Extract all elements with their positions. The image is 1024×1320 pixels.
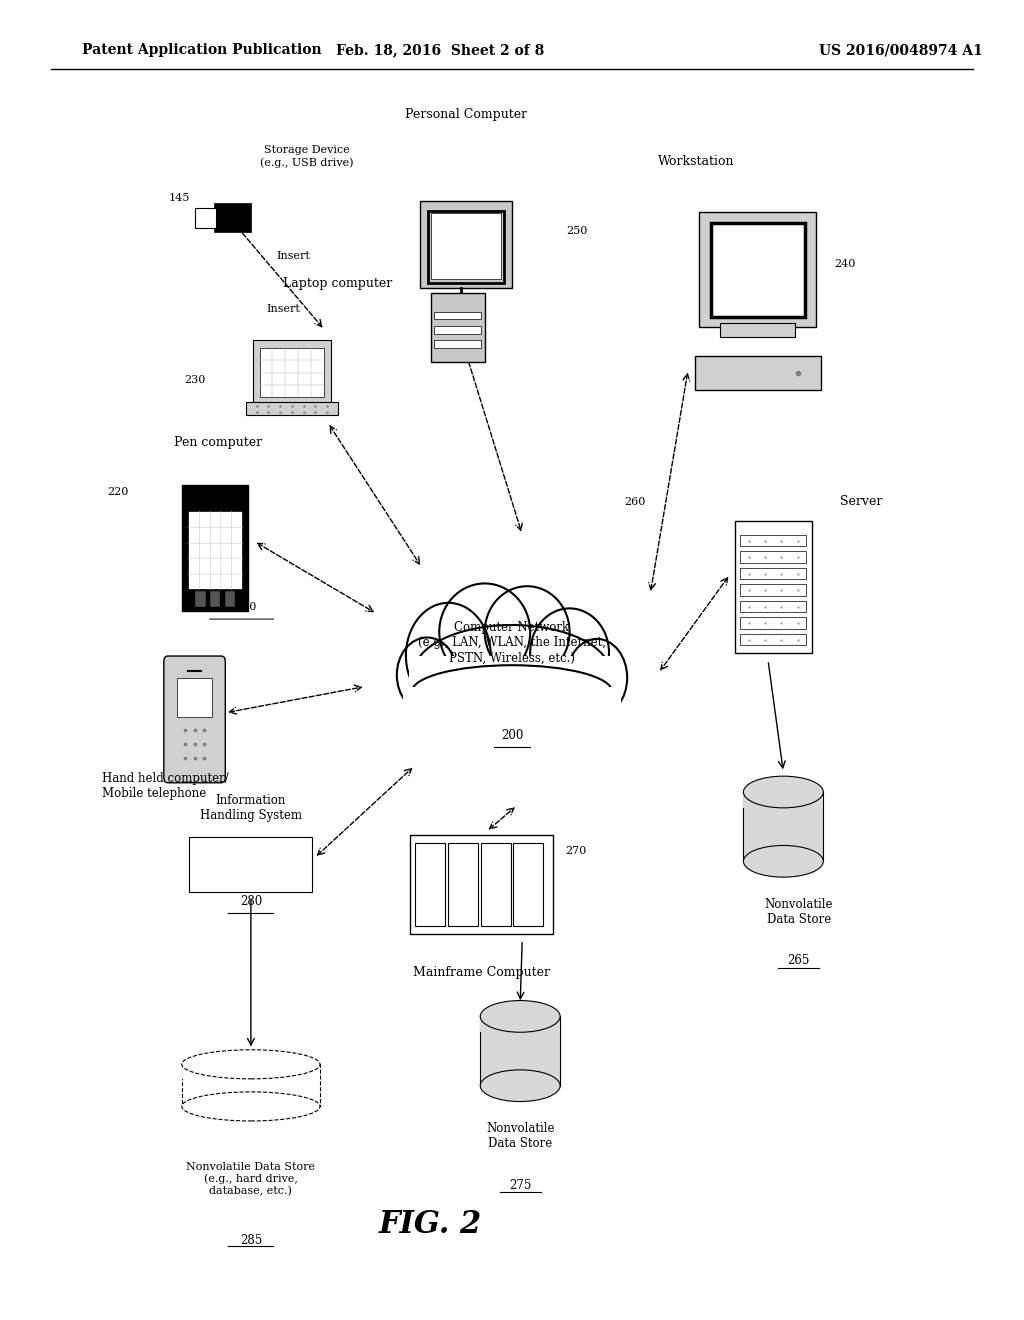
Text: 270: 270: [565, 846, 587, 857]
Text: Nonvolatile
Data Store: Nonvolatile Data Store: [486, 1122, 554, 1150]
Bar: [182, 1064, 319, 1106]
Text: 285: 285: [240, 1234, 262, 1247]
Text: 230: 230: [184, 375, 206, 385]
Text: 200: 200: [501, 729, 523, 742]
Text: Server: Server: [840, 495, 882, 508]
Text: 240: 240: [835, 259, 856, 269]
Ellipse shape: [414, 626, 610, 722]
Bar: [740, 568, 806, 579]
Bar: [189, 837, 312, 892]
Bar: [259, 348, 324, 397]
Bar: [480, 1016, 560, 1085]
Bar: [740, 618, 806, 630]
Ellipse shape: [566, 639, 627, 717]
Bar: [177, 677, 212, 717]
Bar: [711, 223, 805, 317]
Text: Storage Device
(e.g., USB drive): Storage Device (e.g., USB drive): [260, 145, 354, 168]
Ellipse shape: [182, 1049, 319, 1078]
Ellipse shape: [530, 609, 609, 697]
Bar: [434, 326, 481, 334]
Bar: [743, 792, 823, 861]
Bar: [434, 341, 481, 348]
Text: Personal Computer: Personal Computer: [404, 108, 527, 121]
Text: Patent Application Publication: Patent Application Publication: [82, 44, 322, 57]
Bar: [182, 486, 248, 610]
Ellipse shape: [743, 845, 823, 876]
Ellipse shape: [397, 638, 458, 713]
Text: Nonvolatile
Data Store: Nonvolatile Data Store: [765, 898, 833, 925]
Bar: [431, 213, 501, 279]
Text: Workstation: Workstation: [658, 154, 734, 168]
Bar: [434, 312, 481, 319]
Bar: [740, 535, 806, 546]
Bar: [409, 656, 615, 733]
Ellipse shape: [439, 583, 530, 681]
Bar: [740, 552, 806, 562]
Text: 265: 265: [787, 954, 810, 968]
Bar: [694, 356, 821, 391]
Bar: [196, 591, 206, 607]
Text: Feb. 18, 2016  Sheet 2 of 8: Feb. 18, 2016 Sheet 2 of 8: [336, 44, 545, 57]
Ellipse shape: [484, 586, 569, 677]
Bar: [480, 1016, 560, 1032]
Text: 220: 220: [108, 487, 129, 498]
Bar: [195, 207, 216, 228]
Bar: [182, 1064, 319, 1078]
Ellipse shape: [480, 1001, 560, 1032]
Text: US 2016/0048974 A1: US 2016/0048974 A1: [819, 44, 983, 57]
Text: Computer Network
(e.g., LAN, WLAN, the Internet,
PSTN, Wireless, etc.): Computer Network (e.g., LAN, WLAN, the I…: [418, 622, 606, 664]
Ellipse shape: [412, 665, 612, 718]
Bar: [720, 323, 796, 337]
Bar: [210, 591, 220, 607]
Text: Insert: Insert: [266, 304, 300, 314]
Ellipse shape: [182, 1092, 319, 1121]
Bar: [428, 211, 504, 282]
FancyBboxPatch shape: [164, 656, 225, 783]
Text: 275: 275: [509, 1179, 531, 1192]
Bar: [480, 843, 511, 927]
Bar: [735, 521, 811, 653]
Bar: [449, 843, 478, 927]
Bar: [513, 843, 544, 927]
Text: Pen computer: Pen computer: [174, 436, 262, 449]
Text: 145: 145: [169, 193, 190, 203]
Ellipse shape: [406, 603, 490, 708]
Text: Insert: Insert: [276, 251, 310, 261]
Bar: [699, 213, 816, 327]
Text: 210: 210: [236, 602, 257, 612]
Bar: [431, 293, 484, 362]
Bar: [188, 511, 242, 589]
Text: FIG. 2: FIG. 2: [379, 1209, 481, 1241]
Text: 280: 280: [240, 895, 262, 908]
Bar: [740, 601, 806, 612]
Text: 260: 260: [625, 496, 646, 507]
Ellipse shape: [480, 1069, 560, 1101]
Text: 250: 250: [566, 226, 588, 236]
Bar: [740, 583, 806, 597]
Text: Information
Handling System: Information Handling System: [200, 795, 302, 822]
Bar: [253, 341, 331, 404]
Bar: [410, 836, 553, 935]
Bar: [402, 688, 622, 747]
Ellipse shape: [743, 776, 823, 808]
Text: Laptop computer: Laptop computer: [284, 277, 392, 290]
Text: Hand held computer/
Mobile telephone: Hand held computer/ Mobile telephone: [102, 772, 229, 800]
Bar: [420, 201, 512, 288]
Bar: [224, 591, 234, 607]
Text: Mainframe Computer: Mainframe Computer: [413, 966, 550, 979]
Bar: [740, 634, 806, 645]
Bar: [416, 843, 445, 927]
Bar: [743, 792, 823, 808]
Text: Nonvolatile Data Store
(e.g., hard drive,
database, etc.): Nonvolatile Data Store (e.g., hard drive…: [186, 1162, 315, 1196]
Bar: [246, 403, 338, 414]
Bar: [214, 203, 251, 232]
